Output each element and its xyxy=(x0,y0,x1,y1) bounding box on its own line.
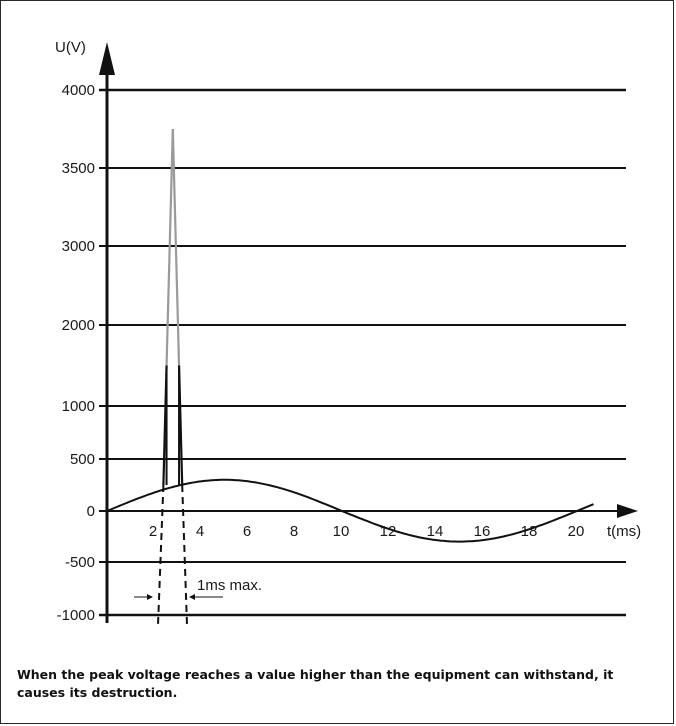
x-tick-label: 4 xyxy=(196,523,204,540)
width-arrowhead-right xyxy=(189,594,195,600)
y-axis-arrowhead xyxy=(99,42,115,75)
x-tick-label: 2 xyxy=(149,523,157,540)
y-axis-label: U(V) xyxy=(55,39,86,56)
y-tick-label: 1000 xyxy=(62,398,95,415)
axes-group xyxy=(99,42,638,623)
y-tick-label: 3500 xyxy=(62,160,95,177)
sine-curve xyxy=(106,478,594,543)
y-tick-label: -500 xyxy=(65,554,95,571)
dashed-guide-left xyxy=(157,484,165,626)
y-tick-label: -1000 xyxy=(57,607,95,624)
x-tick-label: 14 xyxy=(427,523,444,540)
spike-width-annotation: 1ms max. xyxy=(197,577,262,594)
y-tick-label: 4000 xyxy=(62,82,95,99)
figure-caption: When the peak voltage reaches a value hi… xyxy=(17,667,614,700)
y-tick-label: 0 xyxy=(87,503,95,520)
y-tick-label: 3000 xyxy=(62,238,95,255)
width-arrowhead-left xyxy=(147,594,153,600)
x-tick-label: 6 xyxy=(243,523,251,540)
x-tick-label: 20 xyxy=(568,523,585,540)
spike-right-top xyxy=(171,128,181,366)
x-tick-label: 16 xyxy=(474,523,491,540)
x-tick-label: 10 xyxy=(333,523,350,540)
x-axis-label: t(ms) xyxy=(607,523,641,540)
series-group xyxy=(106,128,594,626)
y-tick-label: 2000 xyxy=(62,317,95,334)
spike-left-top xyxy=(165,128,174,366)
dashed-guide-right xyxy=(181,484,188,626)
x-axis-arrowhead xyxy=(617,504,638,518)
x-tick-label: 8 xyxy=(290,523,298,540)
y-tick-labels: 4000 3500 3000 2000 1000 500 0 -500 -1000 xyxy=(57,82,95,624)
y-tick-label: 500 xyxy=(70,451,95,468)
